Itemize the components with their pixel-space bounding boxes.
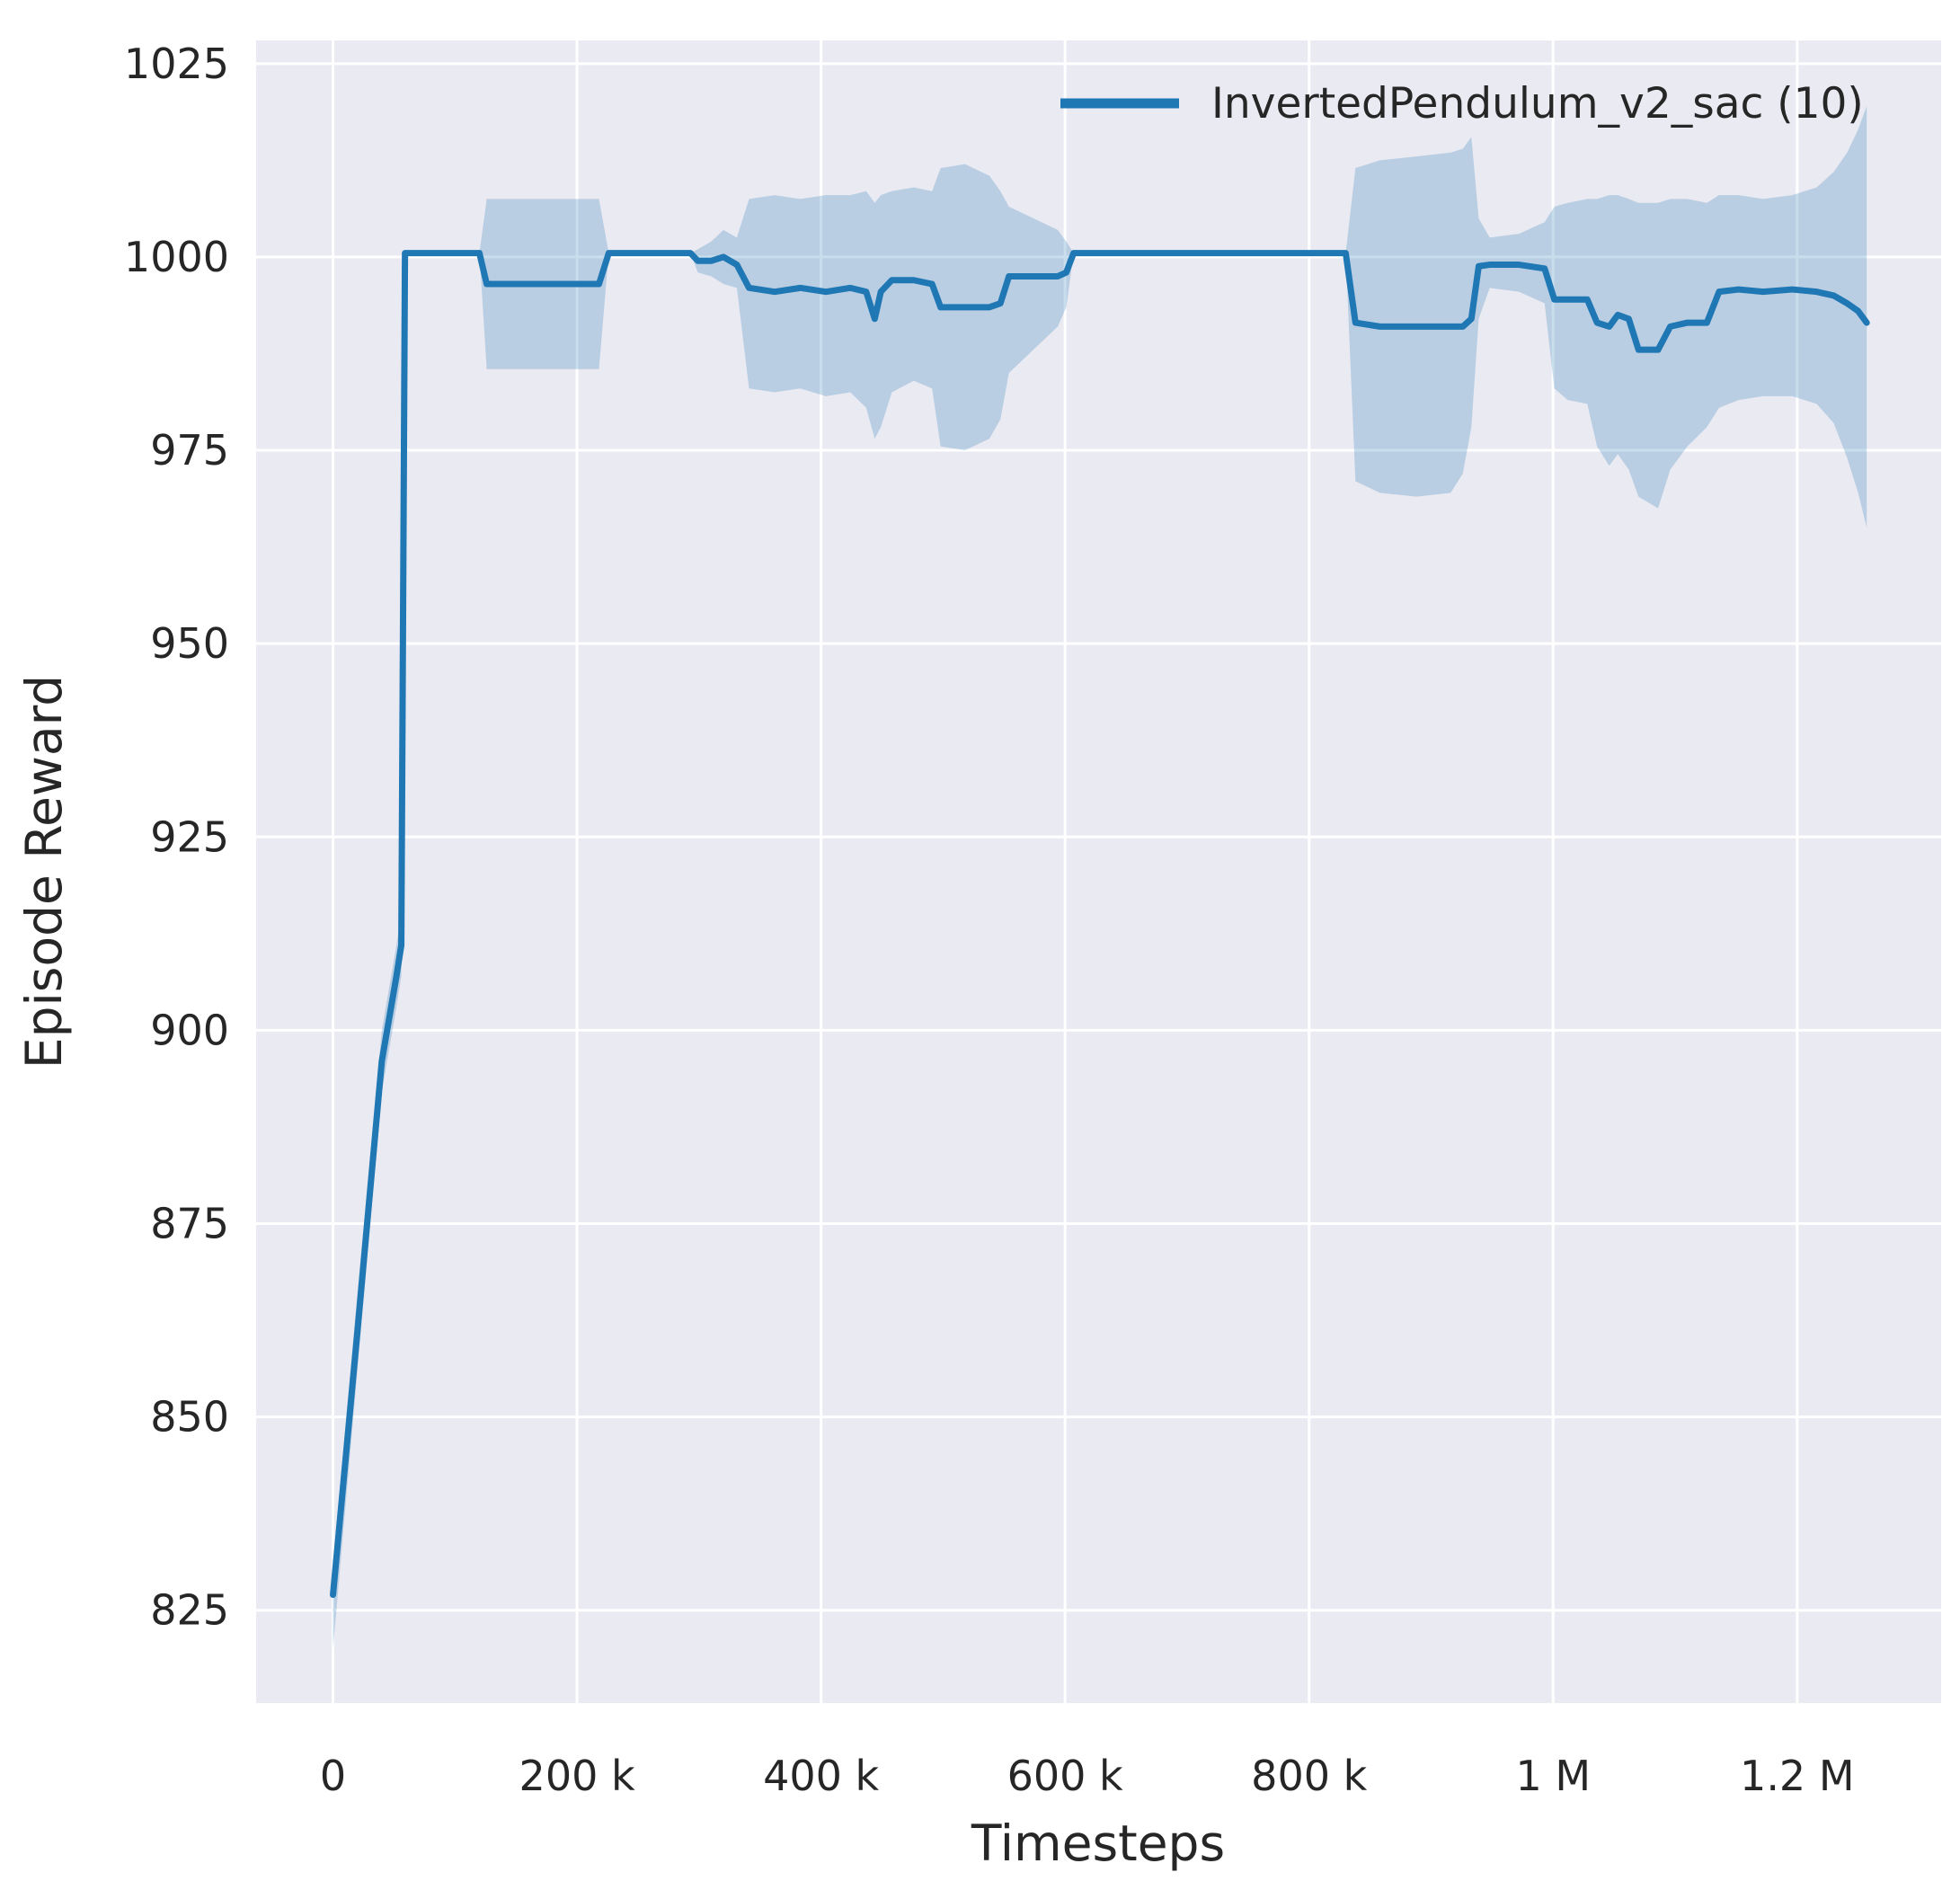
y-tick-label: 950 bbox=[150, 619, 229, 668]
x-tick-label: 1.2 M bbox=[1740, 1752, 1854, 1800]
y-tick-label: 975 bbox=[150, 426, 229, 475]
x-tick-label: 800 k bbox=[1251, 1752, 1367, 1800]
x-tick-label: 400 k bbox=[763, 1752, 879, 1800]
plot-layer: 825 850 875 900 925 950 975 1000 1025 0 200 k 400 k… bbox=[124, 40, 1941, 1800]
legend-label: InvertedPendulum_v2_sac (10) bbox=[1211, 79, 1864, 129]
x-tick-label: 1 M bbox=[1515, 1752, 1591, 1800]
y-tick-label: 1025 bbox=[124, 40, 229, 88]
x-tick-label: 200 k bbox=[519, 1752, 635, 1800]
x-tick-label: 0 bbox=[320, 1752, 346, 1800]
plot-background bbox=[256, 40, 1941, 1703]
y-tick-label: 1000 bbox=[124, 233, 229, 281]
y-axis-label: Episode Reward bbox=[15, 675, 73, 1069]
series-line bbox=[330, 250, 1870, 1599]
legend: InvertedPendulum_v2_sac (10) bbox=[1060, 79, 1864, 129]
x-axis-label: Timesteps bbox=[971, 1815, 1225, 1872]
x-tick-label: 600 k bbox=[1007, 1752, 1123, 1800]
y-tick-label: 850 bbox=[150, 1393, 229, 1442]
y-tick-label: 900 bbox=[150, 1006, 229, 1054]
y-tick-label: 825 bbox=[150, 1586, 229, 1635]
confidence-band bbox=[333, 106, 1867, 1649]
y-tick-label: 925 bbox=[150, 812, 229, 861]
gridlines bbox=[256, 40, 1941, 1703]
y-tick-label: 875 bbox=[150, 1200, 229, 1248]
